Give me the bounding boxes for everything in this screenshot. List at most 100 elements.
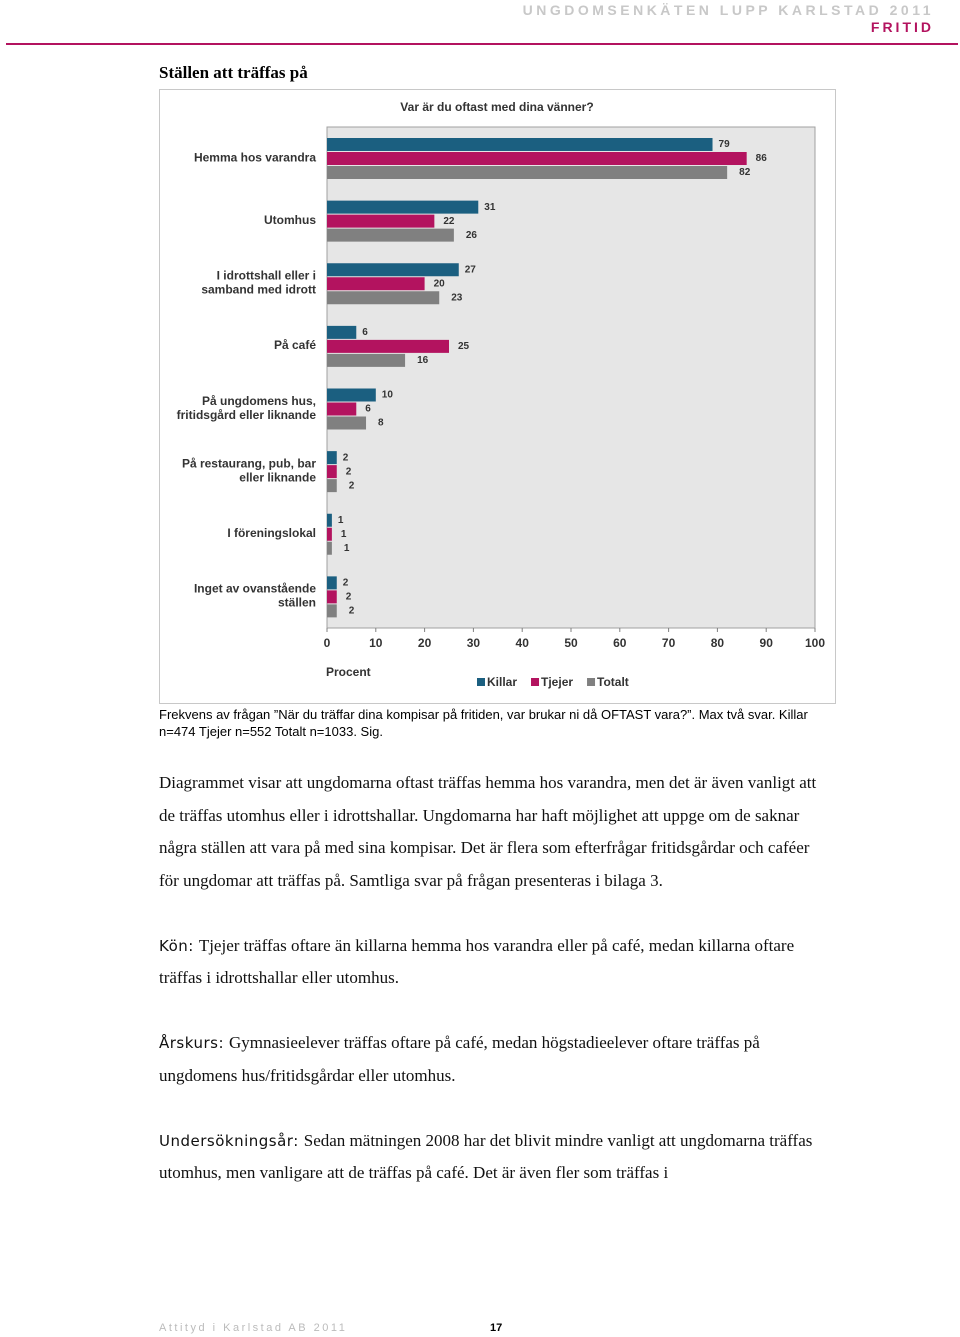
data-label: 82 bbox=[739, 167, 751, 178]
data-label: 2 bbox=[349, 480, 355, 491]
category-label-line: eller liknande bbox=[239, 471, 316, 485]
x-tick-label: 10 bbox=[369, 636, 383, 650]
data-label: 20 bbox=[434, 278, 446, 289]
chart-title: Var är du oftast med dina vänner? bbox=[400, 100, 593, 114]
category-label-line: Inget av ovanstående bbox=[194, 582, 316, 596]
data-label: 1 bbox=[344, 543, 350, 554]
paragraph: Diagrammet visar att ungdomarna oftast t… bbox=[159, 767, 829, 897]
data-label: 2 bbox=[346, 466, 352, 477]
data-label: 23 bbox=[451, 292, 463, 303]
category-label-line: I idrottshall eller i bbox=[217, 269, 316, 283]
bar bbox=[327, 479, 337, 493]
paragraph-text: Sedan mätningen 2008 har det blivit mind… bbox=[159, 1130, 813, 1183]
x-tick-label: 70 bbox=[662, 636, 676, 650]
bar bbox=[327, 465, 337, 479]
bar bbox=[327, 339, 449, 353]
paragraph-lead: Årskurs: bbox=[159, 1034, 225, 1052]
body-text: Diagrammet visar att ungdomarna oftast t… bbox=[159, 767, 829, 1222]
category-label: I föreningslokal bbox=[227, 526, 316, 540]
data-label: 25 bbox=[458, 341, 470, 352]
category-label-line: På café bbox=[274, 338, 316, 352]
bar bbox=[327, 604, 337, 618]
data-label: 31 bbox=[484, 202, 496, 213]
bar bbox=[327, 228, 454, 242]
bar bbox=[327, 138, 713, 151]
bar bbox=[327, 200, 479, 214]
data-label: 1 bbox=[341, 529, 347, 540]
bar bbox=[327, 451, 337, 465]
footer-company: Attityd i Karlstad AB 2011 bbox=[159, 1322, 348, 1334]
paragraph: Kön: Tjejer träffas oftare än killarna he… bbox=[159, 930, 829, 995]
page-number: 17 bbox=[490, 1322, 503, 1334]
legend-label: Totalt bbox=[597, 675, 629, 689]
paragraph: Undersökningsår: Sedan mätningen 2008 har… bbox=[159, 1125, 829, 1190]
bar bbox=[327, 353, 406, 367]
bar bbox=[327, 527, 332, 541]
paragraph-text: Tjejer träffas oftare än killarna hemma … bbox=[159, 935, 795, 988]
caption: Frekvens av frågan ”När du träffar dina … bbox=[159, 707, 808, 739]
category-label: Utomhus bbox=[264, 213, 316, 227]
bar bbox=[327, 325, 357, 339]
category-label-line: I föreningslokal bbox=[227, 526, 316, 540]
bar bbox=[327, 513, 332, 527]
data-label: 2 bbox=[343, 452, 349, 463]
bar bbox=[327, 402, 357, 416]
bar bbox=[327, 291, 440, 305]
paragraph-lead: Undersökningsår: bbox=[159, 1131, 299, 1150]
category-label-line: På restaurang, pub, bar bbox=[182, 457, 316, 471]
legend-swatch bbox=[587, 678, 596, 686]
x-tick-label: 20 bbox=[418, 636, 432, 650]
header-title: UNGDOMSENKÄTEN LUPP KARLSTAD 2011 bbox=[522, 2, 934, 18]
category-label-line: Utomhus bbox=[264, 213, 316, 227]
category-label-line: ställen bbox=[278, 596, 316, 610]
legend-swatch bbox=[531, 678, 540, 686]
x-axis-label: Procent bbox=[326, 665, 371, 679]
chart: Var är du oftast med dina vänner? Procen… bbox=[159, 89, 836, 704]
bar bbox=[327, 541, 332, 555]
legend-label: Killar bbox=[487, 675, 517, 689]
x-tick-label: 40 bbox=[516, 636, 530, 650]
x-tick-label: 60 bbox=[613, 636, 627, 650]
paragraph-text: Gymnasieelever träffas oftare på café, m… bbox=[159, 1033, 760, 1085]
category-label-line: fritidsgård eller liknande bbox=[177, 408, 317, 422]
category-label: Hemma hos varandra bbox=[194, 150, 316, 164]
heading: Ställen att träffas på bbox=[159, 63, 308, 82]
category-label: På restaurang, pub, bar eller liknande bbox=[182, 457, 316, 485]
data-label: 10 bbox=[382, 390, 394, 401]
category-label-line: På ungdomens hus, bbox=[202, 394, 316, 408]
data-label: 16 bbox=[417, 355, 429, 366]
legend-label: Tjejer bbox=[541, 675, 573, 689]
bar bbox=[327, 166, 728, 179]
category-label-line: Hemma hos varandra bbox=[194, 150, 316, 164]
x-tick-label: 80 bbox=[711, 636, 725, 650]
data-label: 86 bbox=[756, 153, 768, 164]
x-tick-label: 30 bbox=[467, 636, 481, 650]
category-label: På café bbox=[274, 338, 316, 352]
x-tick-label: 0 bbox=[324, 636, 331, 650]
paragraph: Årskurs: Gymnasieelever träffas oftare på… bbox=[159, 1027, 829, 1092]
bar bbox=[327, 388, 376, 402]
data-label: 26 bbox=[466, 230, 478, 241]
bar bbox=[327, 590, 337, 604]
data-label: 22 bbox=[443, 216, 455, 227]
paragraph-lead: Kön: bbox=[159, 936, 194, 955]
paragraph-text: Diagrammet visar att ungdomarna oftast t… bbox=[159, 773, 817, 890]
bar bbox=[327, 576, 337, 590]
category-label: På ungdomens hus, fritidsgård eller likna… bbox=[177, 394, 317, 422]
data-label: 1 bbox=[338, 515, 344, 526]
x-tick-label: 90 bbox=[760, 636, 774, 650]
data-label: 6 bbox=[365, 404, 371, 415]
bar bbox=[327, 277, 425, 291]
x-tick-label: 100 bbox=[805, 636, 825, 650]
bar bbox=[327, 214, 435, 228]
x-tick-label: 50 bbox=[564, 636, 578, 650]
data-label: 2 bbox=[349, 606, 355, 617]
bar bbox=[327, 416, 367, 430]
legend-swatch bbox=[477, 678, 485, 686]
bar bbox=[327, 152, 747, 165]
data-label: 2 bbox=[343, 578, 349, 589]
data-label: 2 bbox=[346, 592, 352, 603]
data-label: 8 bbox=[378, 418, 384, 429]
header-rule bbox=[6, 43, 958, 45]
